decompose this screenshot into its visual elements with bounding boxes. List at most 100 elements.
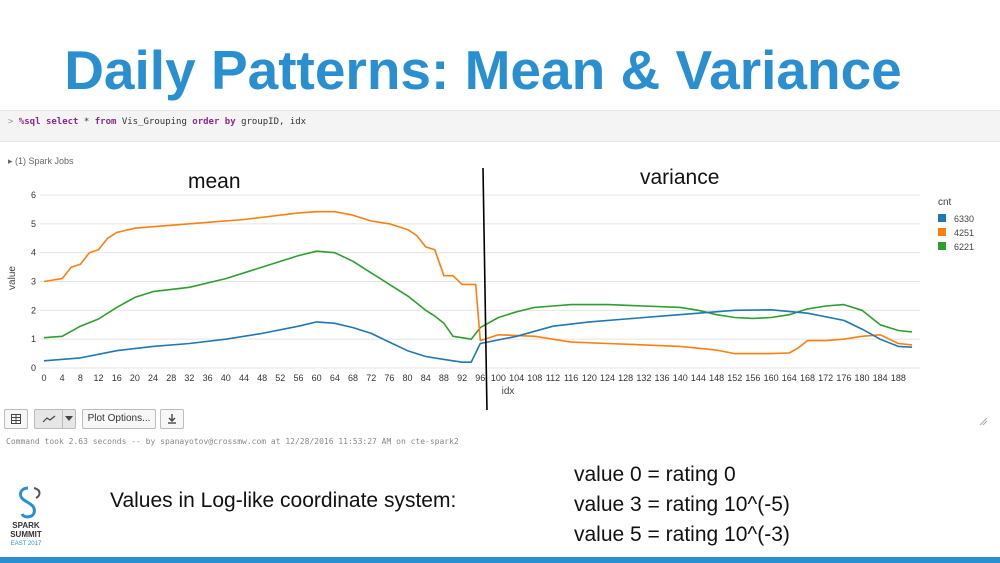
x-tick-label: 20: [130, 373, 140, 383]
divider-line: [482, 167, 488, 410]
variance-annotation: variance: [640, 166, 720, 189]
sql-magic: %sql: [18, 117, 41, 127]
x-tick-label: 116: [564, 373, 578, 383]
x-tick-label: 188: [891, 373, 906, 383]
x-tick-label: 56: [293, 373, 303, 383]
logo-line-1: SPARK: [12, 521, 40, 530]
x-tick-label: 36: [203, 373, 213, 383]
legend-label-6330[interactable]: 6330: [954, 214, 974, 224]
y-tick-labels: 0 1 2 3 4 5 6: [31, 190, 36, 373]
x-tick-label: 148: [709, 373, 724, 383]
x-tick-label: 16: [112, 373, 122, 383]
y-axis-label: value: [7, 266, 18, 290]
x-tick-label: 80: [403, 373, 413, 383]
log-scale-note: Values in Log-like coordinate system:: [110, 489, 457, 512]
cmd-part-1: *: [83, 117, 95, 127]
x-tick-label: 32: [184, 373, 194, 383]
y-tick-label: 0: [31, 363, 36, 373]
series-line-6221: [43, 250, 913, 341]
x-tick-label: 92: [457, 373, 467, 383]
rating-rule-1: value 0 = rating 0: [574, 463, 736, 486]
legend-title: cnt: [938, 197, 952, 208]
notebook-cell: [0, 104, 1000, 455]
spark-jobs-toggle[interactable]: ▸ (1) Spark Jobs: [8, 156, 74, 166]
logo-line-3: EAST 2017: [11, 541, 42, 547]
x-tick-label: 72: [366, 373, 376, 383]
cmd-part-2: Vis_Grouping: [121, 117, 187, 127]
spark-logo-icon: [19, 486, 36, 519]
series-line-6330: [43, 308, 913, 364]
x-tick-label: 4: [60, 373, 65, 383]
x-tick-label: 28: [166, 373, 176, 383]
command-bar[interactable]: [0, 110, 1000, 142]
page-title: Daily Patterns: Mean & Variance: [64, 39, 902, 101]
rating-rule-3: value 5 = rating 10^(-3): [574, 523, 790, 546]
spark-summit-logo: SPARK SUMMIT EAST 2017: [10, 486, 42, 547]
x-tick-label: 164: [782, 373, 797, 383]
x-tick-label: 132: [636, 373, 651, 383]
x-tick-label: 156: [745, 373, 760, 383]
x-tick-label: 84: [421, 373, 431, 383]
y-tick-label: 2: [31, 305, 36, 315]
x-tick-label: 120: [582, 373, 597, 383]
bottom-accent-bar: [0, 557, 1000, 563]
x-tick-label: 12: [94, 373, 104, 383]
chart-type-dropdown[interactable]: [62, 410, 75, 428]
x-tick-label: 60: [312, 373, 322, 383]
x-tick-label: 44: [239, 373, 249, 383]
y-tick-label: 1: [31, 334, 36, 344]
x-tick-label: 124: [600, 373, 615, 383]
x-tick-label: 136: [655, 373, 670, 383]
kw-select: select: [45, 117, 79, 127]
chart-view-button[interactable]: [34, 409, 76, 429]
x-tick-label: 140: [673, 373, 688, 383]
x-tick-label: 108: [527, 373, 542, 383]
legend: cnt 6330 4251 6221: [938, 197, 974, 252]
y-tick-label: 4: [31, 248, 36, 258]
table-view-button[interactable]: [4, 409, 28, 429]
legend-swatch-6330: [938, 214, 946, 222]
x-tick-label: 24: [148, 373, 158, 383]
legend-label-6221[interactable]: 6221: [954, 242, 974, 252]
x-tick-label: 76: [384, 373, 394, 383]
x-tick-label: 68: [348, 373, 358, 383]
legend-swatch-4251: [938, 228, 946, 236]
x-tick-label: 100: [491, 373, 506, 383]
y-tick-label: 3: [31, 277, 36, 287]
command-status: Command took 2.63 seconds -- by spanayot…: [6, 437, 459, 446]
rating-rule-2: value 3 = rating 10^(-5): [574, 493, 790, 516]
y-tick-label: 6: [31, 190, 36, 200]
logo-line-2: SUMMIT: [10, 530, 42, 539]
resize-handle-icon[interactable]: [978, 416, 988, 426]
x-tick-label: 8: [78, 373, 83, 383]
kw-from: from: [94, 117, 117, 127]
x-tick-label: 128: [618, 373, 633, 383]
x-tick-label: 0: [41, 373, 46, 383]
x-tick-labels: 0 4 8 12 16 20 24 28 32 36 40 44 48 52 56 60 64 68 72 76 80 8…: [41, 373, 905, 383]
series-lines: [43, 210, 913, 364]
plot-options-button[interactable]: Plot Options...: [82, 409, 156, 429]
grid: [40, 194, 920, 369]
line-chart-icon: [42, 415, 56, 423]
series-line-4251: [43, 210, 913, 355]
table-icon: [11, 414, 21, 424]
cmd-part-3: groupID, idx: [241, 117, 307, 127]
x-tick-label: 104: [509, 373, 524, 383]
legend-label-4251[interactable]: 4251: [954, 228, 974, 238]
x-axis-label: idx: [502, 386, 515, 397]
x-tick-label: 160: [764, 373, 779, 383]
x-tick-label: 176: [836, 373, 851, 383]
chevron-down-icon: [65, 416, 73, 421]
x-tick-label: 152: [727, 373, 742, 383]
x-tick-label: 112: [546, 373, 560, 383]
x-tick-label: 168: [800, 373, 815, 383]
x-tick-label: 64: [330, 373, 340, 383]
x-tick-label: 52: [275, 373, 285, 383]
x-tick-label: 172: [818, 373, 833, 383]
sql-command[interactable]: > %sql select * from Vis_Grouping order …: [8, 117, 306, 127]
x-tick-label: 144: [691, 373, 706, 383]
download-button[interactable]: [160, 409, 184, 429]
y-tick-label: 5: [31, 219, 36, 229]
mean-annotation: mean: [188, 170, 241, 193]
